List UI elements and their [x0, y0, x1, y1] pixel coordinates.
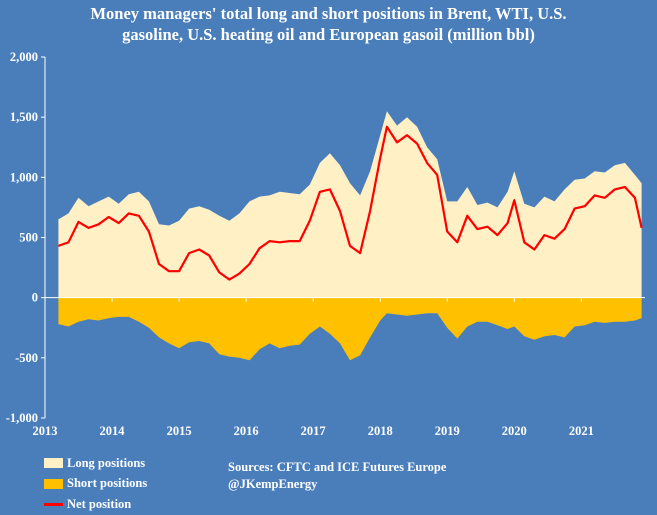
- legend-item-long: Long positions: [44, 453, 147, 474]
- series-area-long: [58, 111, 642, 298]
- legend-item-short: Short positions: [44, 474, 147, 495]
- x-tick-label: 2015: [167, 424, 192, 438]
- sources-note: Sources: CFTC and ICE Futures Europe @JK…: [228, 459, 446, 493]
- legend-item-net: Net position: [44, 494, 147, 515]
- x-tick-label: 2017: [301, 424, 326, 438]
- y-tick-label: -500: [15, 351, 38, 365]
- series-area-short: [58, 297, 642, 361]
- series-line-net: [58, 125, 643, 281]
- x-tick-label: 2019: [435, 424, 460, 438]
- x-tick-label: 2013: [33, 424, 58, 438]
- y-tick-label: 0: [32, 291, 38, 305]
- chart-title-line-1: Money managers' total long and short pos…: [90, 4, 567, 23]
- sources-line: Sources: CFTC and ICE Futures Europe: [228, 460, 447, 474]
- x-tick-label: 2018: [368, 424, 393, 438]
- legend: Long positions Short positions Net posit…: [44, 453, 147, 515]
- legend-label-short: Short positions: [67, 476, 148, 491]
- legend-swatch-short: [44, 478, 63, 489]
- x-tick-label: 2020: [502, 424, 527, 438]
- legend-swatch-long: [44, 458, 63, 469]
- x-tick-label: 2016: [234, 424, 259, 438]
- author-handle: @JKempEnergy: [228, 477, 318, 491]
- y-tick-label: 1,500: [10, 110, 38, 124]
- chart-title-line-2: gasoline, U.S. heating oil and European …: [122, 25, 535, 44]
- legend-swatch-net: [44, 502, 63, 506]
- y-tick-label: 500: [19, 231, 38, 245]
- y-tick-label: -1,000: [6, 411, 38, 425]
- legend-label-long: Long positions: [67, 455, 146, 470]
- y-tick-label: 2,000: [10, 50, 38, 64]
- legend-label-net: Net position: [67, 496, 132, 511]
- y-tick-label: 1,000: [10, 170, 38, 184]
- x-tick-label: 2021: [569, 424, 594, 438]
- x-tick-label: 2014: [100, 424, 126, 438]
